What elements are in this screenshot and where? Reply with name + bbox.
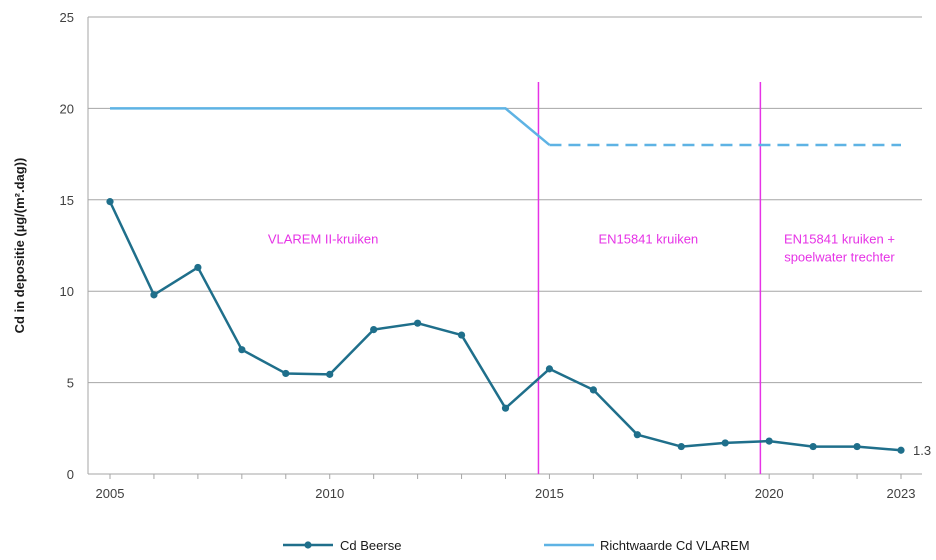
x-tick-label: 2015 <box>535 486 564 501</box>
y-axis-title: Cd in depositie (µg/(m².dag)) <box>12 158 27 334</box>
axes: 0 5 10 15 20 25 2005 2010 2015 2020 2023 Cd in depo… <box>12 10 922 501</box>
cd-beerse-point <box>633 431 641 439</box>
cd-beerse-point <box>282 369 290 378</box>
annotations: VLAREM II-kruiken EN15841 kruiken EN15841 … <box>268 232 896 265</box>
cd-beerse-point <box>150 291 158 299</box>
vertical-markers <box>537 82 762 474</box>
y-tick-label: 0 <box>67 467 74 482</box>
annotation-label: VLAREM II-kruiken <box>268 232 379 247</box>
cd-beerse-point <box>501 404 510 412</box>
cd-beerse-line <box>108 201 902 452</box>
x-tick-label: 2010 <box>315 486 344 501</box>
cd-beerse-point <box>370 325 378 334</box>
legend-swatch-marker <box>304 541 312 549</box>
cd-beerse-point <box>326 370 334 378</box>
x-tick-label: 2005 <box>96 486 125 501</box>
cd-beerse-point <box>897 446 905 454</box>
y-tick-label: 25 <box>60 10 74 25</box>
richtwaarde-line <box>110 107 551 146</box>
cd-beerse-point <box>457 331 466 339</box>
annotation-label: EN15841 kruiken + spoelwater trechter <box>784 232 895 265</box>
legend: Cd Beerse Richtwaarde Cd VLAREM <box>283 538 750 553</box>
legend-item-richtwaarde: Richtwaarde Cd VLAREM <box>544 538 750 553</box>
cd-beerse-point <box>809 442 817 451</box>
legend-label: Cd Beerse <box>340 538 401 553</box>
cd-beerse-point <box>721 439 729 447</box>
annotation-line: EN15841 kruiken <box>598 232 698 247</box>
cd-beerse-point <box>589 386 597 394</box>
cd-beerse-point <box>414 319 422 327</box>
cd-beerse-point <box>238 346 246 354</box>
series: 1.3 <box>106 107 931 458</box>
x-tick-label: 2023 <box>887 486 916 501</box>
y-tick-label: 5 <box>67 376 74 391</box>
legend-label: Richtwaarde Cd VLAREM <box>600 538 750 553</box>
end-data-label: 1.3 <box>913 443 931 458</box>
grid <box>88 16 922 384</box>
x-tick-label: 2020 <box>755 486 784 501</box>
cd-beerse-point <box>106 198 114 206</box>
legend-item-cd-beerse: Cd Beerse <box>283 538 401 553</box>
cd-beerse-point <box>545 365 554 373</box>
y-tick-label: 15 <box>60 193 74 208</box>
annotation-line: VLAREM II-kruiken <box>268 232 379 247</box>
y-tick-label: 20 <box>60 101 74 116</box>
annotation-line: spoelwater trechter <box>784 250 895 265</box>
cd-beerse-point <box>853 442 861 451</box>
annotation-label: EN15841 kruiken <box>598 232 698 247</box>
y-tick-label: 10 <box>60 284 74 299</box>
cd-beerse-point <box>677 442 685 451</box>
cd-beerse-point <box>765 437 773 445</box>
annotation-line: EN15841 kruiken + <box>784 232 895 247</box>
cd-beerse-point <box>194 263 202 272</box>
